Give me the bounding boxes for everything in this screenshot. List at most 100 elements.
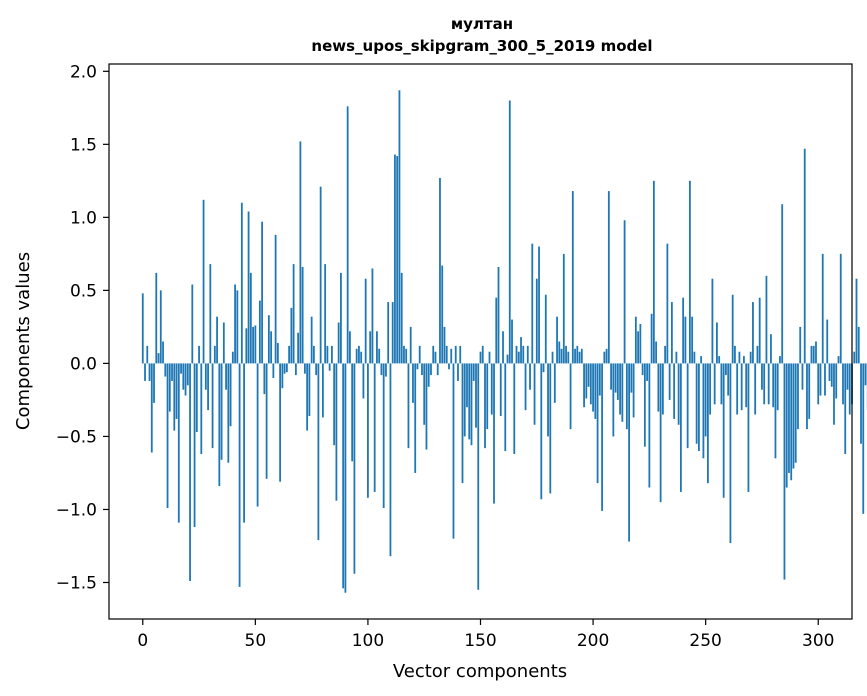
bar-29 xyxy=(207,363,209,411)
bar-286 xyxy=(785,363,788,488)
bar-129 xyxy=(432,345,435,364)
chart-title-line-2: news_upos_skipgram_300_5_2019 model xyxy=(311,37,652,55)
bar-47 xyxy=(247,211,250,364)
bar-227 xyxy=(652,180,655,364)
bar-109 xyxy=(387,302,390,364)
bar-206 xyxy=(605,348,608,364)
x-tick-label: 250 xyxy=(689,631,721,651)
bar-86 xyxy=(335,363,338,501)
bar-60 xyxy=(276,342,279,364)
bar-28 xyxy=(204,363,207,390)
bar-204 xyxy=(601,363,603,511)
bar-279 xyxy=(770,334,772,364)
bar-136 xyxy=(448,363,450,370)
bar-287 xyxy=(788,363,790,473)
bar-318 xyxy=(857,326,860,364)
bar-70 xyxy=(299,141,302,364)
plot-frame xyxy=(108,63,853,620)
bar-61 xyxy=(279,363,282,482)
bar-149 xyxy=(477,363,480,590)
y-tick-label: −0.5 xyxy=(56,427,97,447)
bar-175 xyxy=(535,278,538,364)
bar-303 xyxy=(824,363,826,396)
bar-126 xyxy=(425,363,428,450)
bar-259 xyxy=(725,363,727,376)
y-tick-label: 0.0 xyxy=(70,354,97,374)
bar-290 xyxy=(794,363,797,463)
bar-134 xyxy=(443,326,446,364)
bar-198 xyxy=(587,363,590,387)
bar-269 xyxy=(747,363,750,492)
bar-299 xyxy=(815,341,817,364)
bar-314 xyxy=(848,363,851,415)
y-tick-label: 0.5 xyxy=(70,281,97,301)
bar-192 xyxy=(574,348,576,364)
bar-292 xyxy=(799,326,802,364)
bar-141 xyxy=(459,345,462,364)
bar-50 xyxy=(254,325,257,364)
bar-270 xyxy=(749,351,752,364)
bar-63 xyxy=(283,363,286,374)
bar-78 xyxy=(317,363,320,541)
bar-133 xyxy=(441,265,444,364)
bar-31 xyxy=(211,363,214,449)
bar-75 xyxy=(310,316,313,364)
bar-201 xyxy=(594,363,597,419)
bar-25 xyxy=(198,345,200,364)
bar-265 xyxy=(738,351,741,364)
bar-223 xyxy=(643,363,646,447)
bar-42 xyxy=(236,290,239,364)
bar-311 xyxy=(842,363,844,405)
bar-166 xyxy=(515,345,518,364)
bar-116 xyxy=(403,345,405,364)
bar-114 xyxy=(398,90,401,364)
bar-162 xyxy=(506,354,509,364)
bar-22 xyxy=(191,284,194,364)
bar-168 xyxy=(520,337,522,364)
bar-121 xyxy=(414,363,417,473)
bar-234 xyxy=(668,363,671,400)
bar-172 xyxy=(529,363,531,390)
bar-225 xyxy=(648,363,651,488)
bar-260 xyxy=(727,363,730,396)
bar-272 xyxy=(754,363,757,415)
bar-229 xyxy=(657,363,660,412)
bar-17 xyxy=(180,363,182,374)
bar-35 xyxy=(220,363,223,460)
bar-271 xyxy=(752,302,754,364)
bar-76 xyxy=(312,345,315,364)
bar-217 xyxy=(630,363,633,393)
bar-142 xyxy=(461,363,464,484)
bar-96 xyxy=(358,345,360,364)
bar-317 xyxy=(855,278,858,364)
bar-211 xyxy=(616,363,619,400)
bar-202 xyxy=(596,363,599,484)
bar-285 xyxy=(783,363,786,580)
bar-276 xyxy=(763,363,766,405)
y-tick-label: 2.0 xyxy=(70,62,97,82)
bar-125 xyxy=(423,363,426,425)
bar-235 xyxy=(670,302,673,364)
bar-156 xyxy=(493,363,495,504)
bar-236 xyxy=(673,363,676,419)
bar-79 xyxy=(319,186,322,364)
bar-302 xyxy=(821,253,824,364)
bar-9 xyxy=(162,341,164,364)
bar-series xyxy=(141,90,867,593)
bar-268 xyxy=(745,363,748,408)
bar-174 xyxy=(533,363,536,425)
bar-138 xyxy=(452,363,455,539)
bar-255 xyxy=(716,322,718,364)
bar-77 xyxy=(315,363,318,376)
bar-301 xyxy=(819,363,822,396)
bar-190 xyxy=(569,363,572,430)
bar-120 xyxy=(412,363,414,403)
bar-221 xyxy=(639,323,642,364)
bar-203 xyxy=(598,363,601,396)
x-tick-label: 100 xyxy=(352,631,384,651)
bar-210 xyxy=(614,363,617,393)
bar-94 xyxy=(353,363,356,574)
bar-250 xyxy=(704,363,707,437)
bar-12 xyxy=(168,363,171,412)
bar-101 xyxy=(369,331,372,364)
